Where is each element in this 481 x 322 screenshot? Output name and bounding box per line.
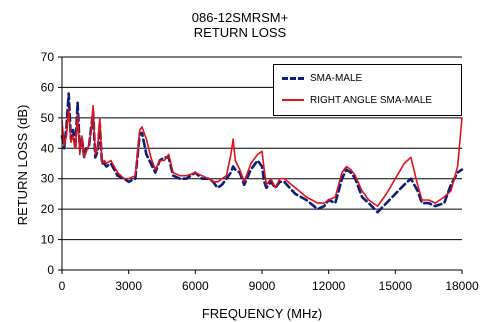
y-tick-label: 70 bbox=[41, 50, 55, 64]
x-tick-label: 18000 bbox=[445, 279, 479, 293]
y-tick-label: 60 bbox=[41, 80, 55, 94]
y-tick-label: 0 bbox=[47, 263, 54, 277]
legend-label: RIGHT ANGLE SMA-MALE bbox=[310, 94, 433, 106]
y-tick-label: 20 bbox=[41, 202, 55, 216]
y-tick-label: 40 bbox=[41, 141, 55, 155]
y-tick-label: 10 bbox=[41, 233, 55, 247]
legend-item-sma-male: SMA-MALE bbox=[282, 71, 362, 85]
axes bbox=[58, 56, 463, 274]
chart-title: 086-12SMRSM+ bbox=[191, 10, 289, 25]
x-tick-label: 9000 bbox=[249, 279, 276, 293]
legend-swatch-solid bbox=[282, 99, 304, 101]
x-tick-label: 3000 bbox=[115, 279, 142, 293]
x-tick-label: 0 bbox=[59, 279, 66, 293]
x-axis-label: FREQUENCY (MHz) bbox=[202, 306, 322, 321]
legend-label: SMA-MALE bbox=[310, 72, 363, 84]
y-axis-label: RETURN LOSS (dB) bbox=[15, 105, 30, 226]
series-line-right-angle-sma-male bbox=[61, 104, 463, 207]
x-tick-label: 12000 bbox=[312, 279, 346, 293]
legend: SMA-MALE RIGHT ANGLE SMA-MALE bbox=[273, 64, 462, 116]
legend-item-right-angle-sma-male: RIGHT ANGLE SMA-MALE bbox=[282, 93, 432, 107]
x-tick-label: 15000 bbox=[379, 279, 413, 293]
y-tick-label: 30 bbox=[41, 172, 55, 186]
chart-subtitle: RETURN LOSS bbox=[193, 25, 287, 40]
series-layer bbox=[60, 92, 464, 214]
legend-swatch-dashed bbox=[282, 76, 304, 80]
x-tick-label: 6000 bbox=[182, 279, 209, 293]
y-tick-label: 50 bbox=[41, 111, 55, 125]
tick-labels: 0 10 20 30 40 50 60 70 0 3000 6000 9000 12000 15000 18… bbox=[41, 50, 479, 293]
